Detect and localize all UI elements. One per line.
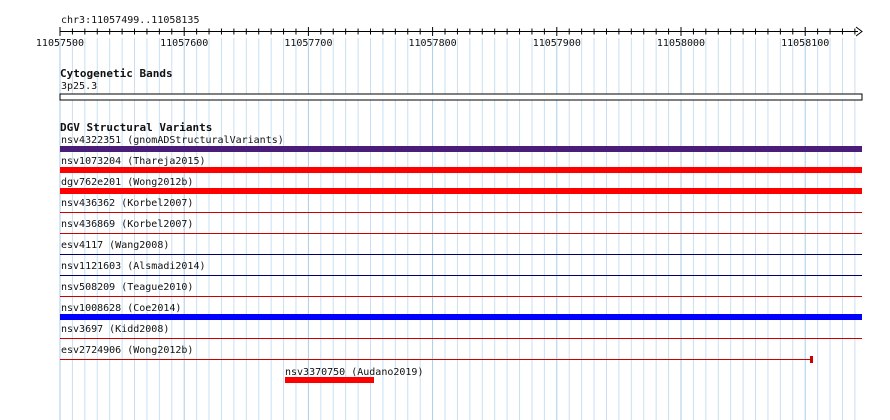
ruler-arrow-icon bbox=[855, 26, 863, 37]
feature-label[interactable]: nsv436869 (Korbel2007) bbox=[61, 219, 194, 230]
feature-label[interactable]: nsv1073204 (Thareja2015) bbox=[61, 156, 206, 167]
cyto-band bbox=[59, 93, 863, 101]
cyto-track-title: Cytogenetic Bands bbox=[60, 67, 173, 80]
feature-label[interactable]: nsv4322351 (gnomADStructuralVariants) bbox=[61, 135, 284, 146]
feature-label[interactable]: esv4117 (Wang2008) bbox=[61, 240, 170, 251]
ruler-tick-label: 11058100 bbox=[781, 38, 829, 49]
feature-label[interactable]: nsv508209 (Teague2010) bbox=[61, 282, 194, 293]
feature-label[interactable]: nsv1008628 (Coe2014) bbox=[61, 303, 182, 314]
feature-bar bbox=[60, 188, 862, 194]
ruler-tick-label: 11057900 bbox=[533, 38, 581, 49]
feature-bar bbox=[60, 167, 862, 173]
feature-label[interactable]: dgv762e201 (Wong2012b) bbox=[61, 177, 194, 188]
cyto-band-label: 3p25.3 bbox=[61, 81, 98, 92]
feature-label[interactable]: nsv3370750 (Audano2019) bbox=[285, 367, 424, 378]
ruler-tick-label: 11057800 bbox=[409, 38, 457, 49]
feature-label[interactable]: nsv1121603 (Alsmadi2014) bbox=[61, 261, 206, 272]
feature-label[interactable]: esv2724906 (Wong2012b) bbox=[61, 345, 194, 356]
dgv-track-title: DGV Structural Variants bbox=[60, 121, 213, 134]
location-label: chr3:11057499..11058135 bbox=[61, 15, 200, 26]
ruler-tick-label: 11058000 bbox=[657, 38, 705, 49]
feature-end-cap bbox=[810, 356, 813, 363]
feature-bar bbox=[60, 146, 862, 152]
feature-label[interactable]: nsv3697 (Kidd2008) bbox=[61, 324, 170, 335]
ruler-tick-label: 11057600 bbox=[160, 38, 208, 49]
ruler-tick-label: 11057700 bbox=[284, 38, 332, 49]
feature-label[interactable]: nsv436362 (Korbel2007) bbox=[61, 198, 194, 209]
ruler-tick-label: 11057500 bbox=[36, 38, 84, 49]
feature-bar bbox=[60, 314, 862, 320]
feature-bar bbox=[285, 377, 374, 383]
